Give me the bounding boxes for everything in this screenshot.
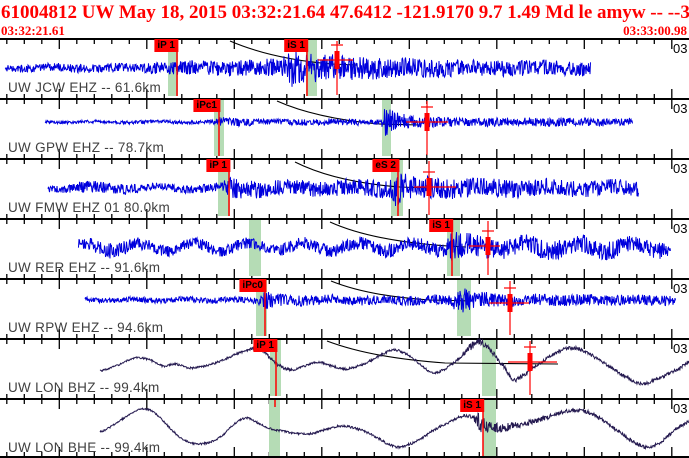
amplitude-marker[interactable] bbox=[469, 221, 500, 275]
pick-label[interactable]: iP 1 bbox=[253, 339, 277, 352]
pick-label[interactable]: iS 1 bbox=[460, 399, 484, 412]
coda-decay-curve bbox=[229, 40, 357, 66]
waveform-trace[interactable] bbox=[4, 50, 591, 87]
event-summary: 61004812 UW May 18, 2015 03:32:21.64 47.… bbox=[1, 2, 681, 23]
amplitude-marker[interactable] bbox=[318, 41, 353, 95]
amplitude-marker[interactable] bbox=[406, 101, 448, 155]
event-summary-line: 61004812 UW May 18, 2015 03:32:21.64 47.… bbox=[0, 0, 689, 24]
pick-label[interactable]: iPc0 bbox=[239, 279, 266, 292]
waveform-trace[interactable] bbox=[77, 232, 671, 262]
waveform-trace[interactable] bbox=[99, 407, 689, 451]
pick-highlight-band bbox=[256, 280, 267, 336]
waveform-trace[interactable] bbox=[44, 109, 633, 136]
amplitude-marker[interactable] bbox=[508, 341, 557, 395]
seismogram-plot[interactable] bbox=[0, 38, 689, 458]
pick-label[interactable]: eS 2 bbox=[372, 159, 399, 172]
coda-decay-curve bbox=[326, 340, 559, 365]
window-start-time: 03:32:21.61 bbox=[1, 23, 65, 38]
window-end-time: 03:33:00.98 bbox=[623, 23, 687, 38]
pick-highlight-band bbox=[483, 400, 496, 456]
waveform-trace[interactable] bbox=[84, 288, 676, 313]
pick-label[interactable]: iS 1 bbox=[429, 219, 453, 232]
pick-label[interactable]: iPc1 bbox=[193, 99, 220, 112]
waveform-trace[interactable] bbox=[99, 337, 689, 387]
time-range-line: 03:32:21.61 03:33:00.98 bbox=[0, 24, 689, 38]
coda-decay-curve bbox=[329, 221, 467, 248]
pick-label[interactable]: iP 1 bbox=[206, 159, 230, 172]
amplitude-marker[interactable] bbox=[414, 161, 456, 215]
waveform-trace[interactable] bbox=[47, 173, 639, 207]
event-summary-extra: 3 bbox=[680, 2, 689, 23]
amplitude-marker[interactable] bbox=[489, 281, 529, 335]
event-header: 61004812 UW May 18, 2015 03:32:21.64 47.… bbox=[0, 0, 689, 38]
pick-label[interactable]: iS 1 bbox=[284, 39, 308, 52]
time-ticks bbox=[0, 38, 689, 458]
pick-label[interactable]: iP 1 bbox=[154, 39, 178, 52]
pick-highlight-band bbox=[269, 400, 280, 456]
